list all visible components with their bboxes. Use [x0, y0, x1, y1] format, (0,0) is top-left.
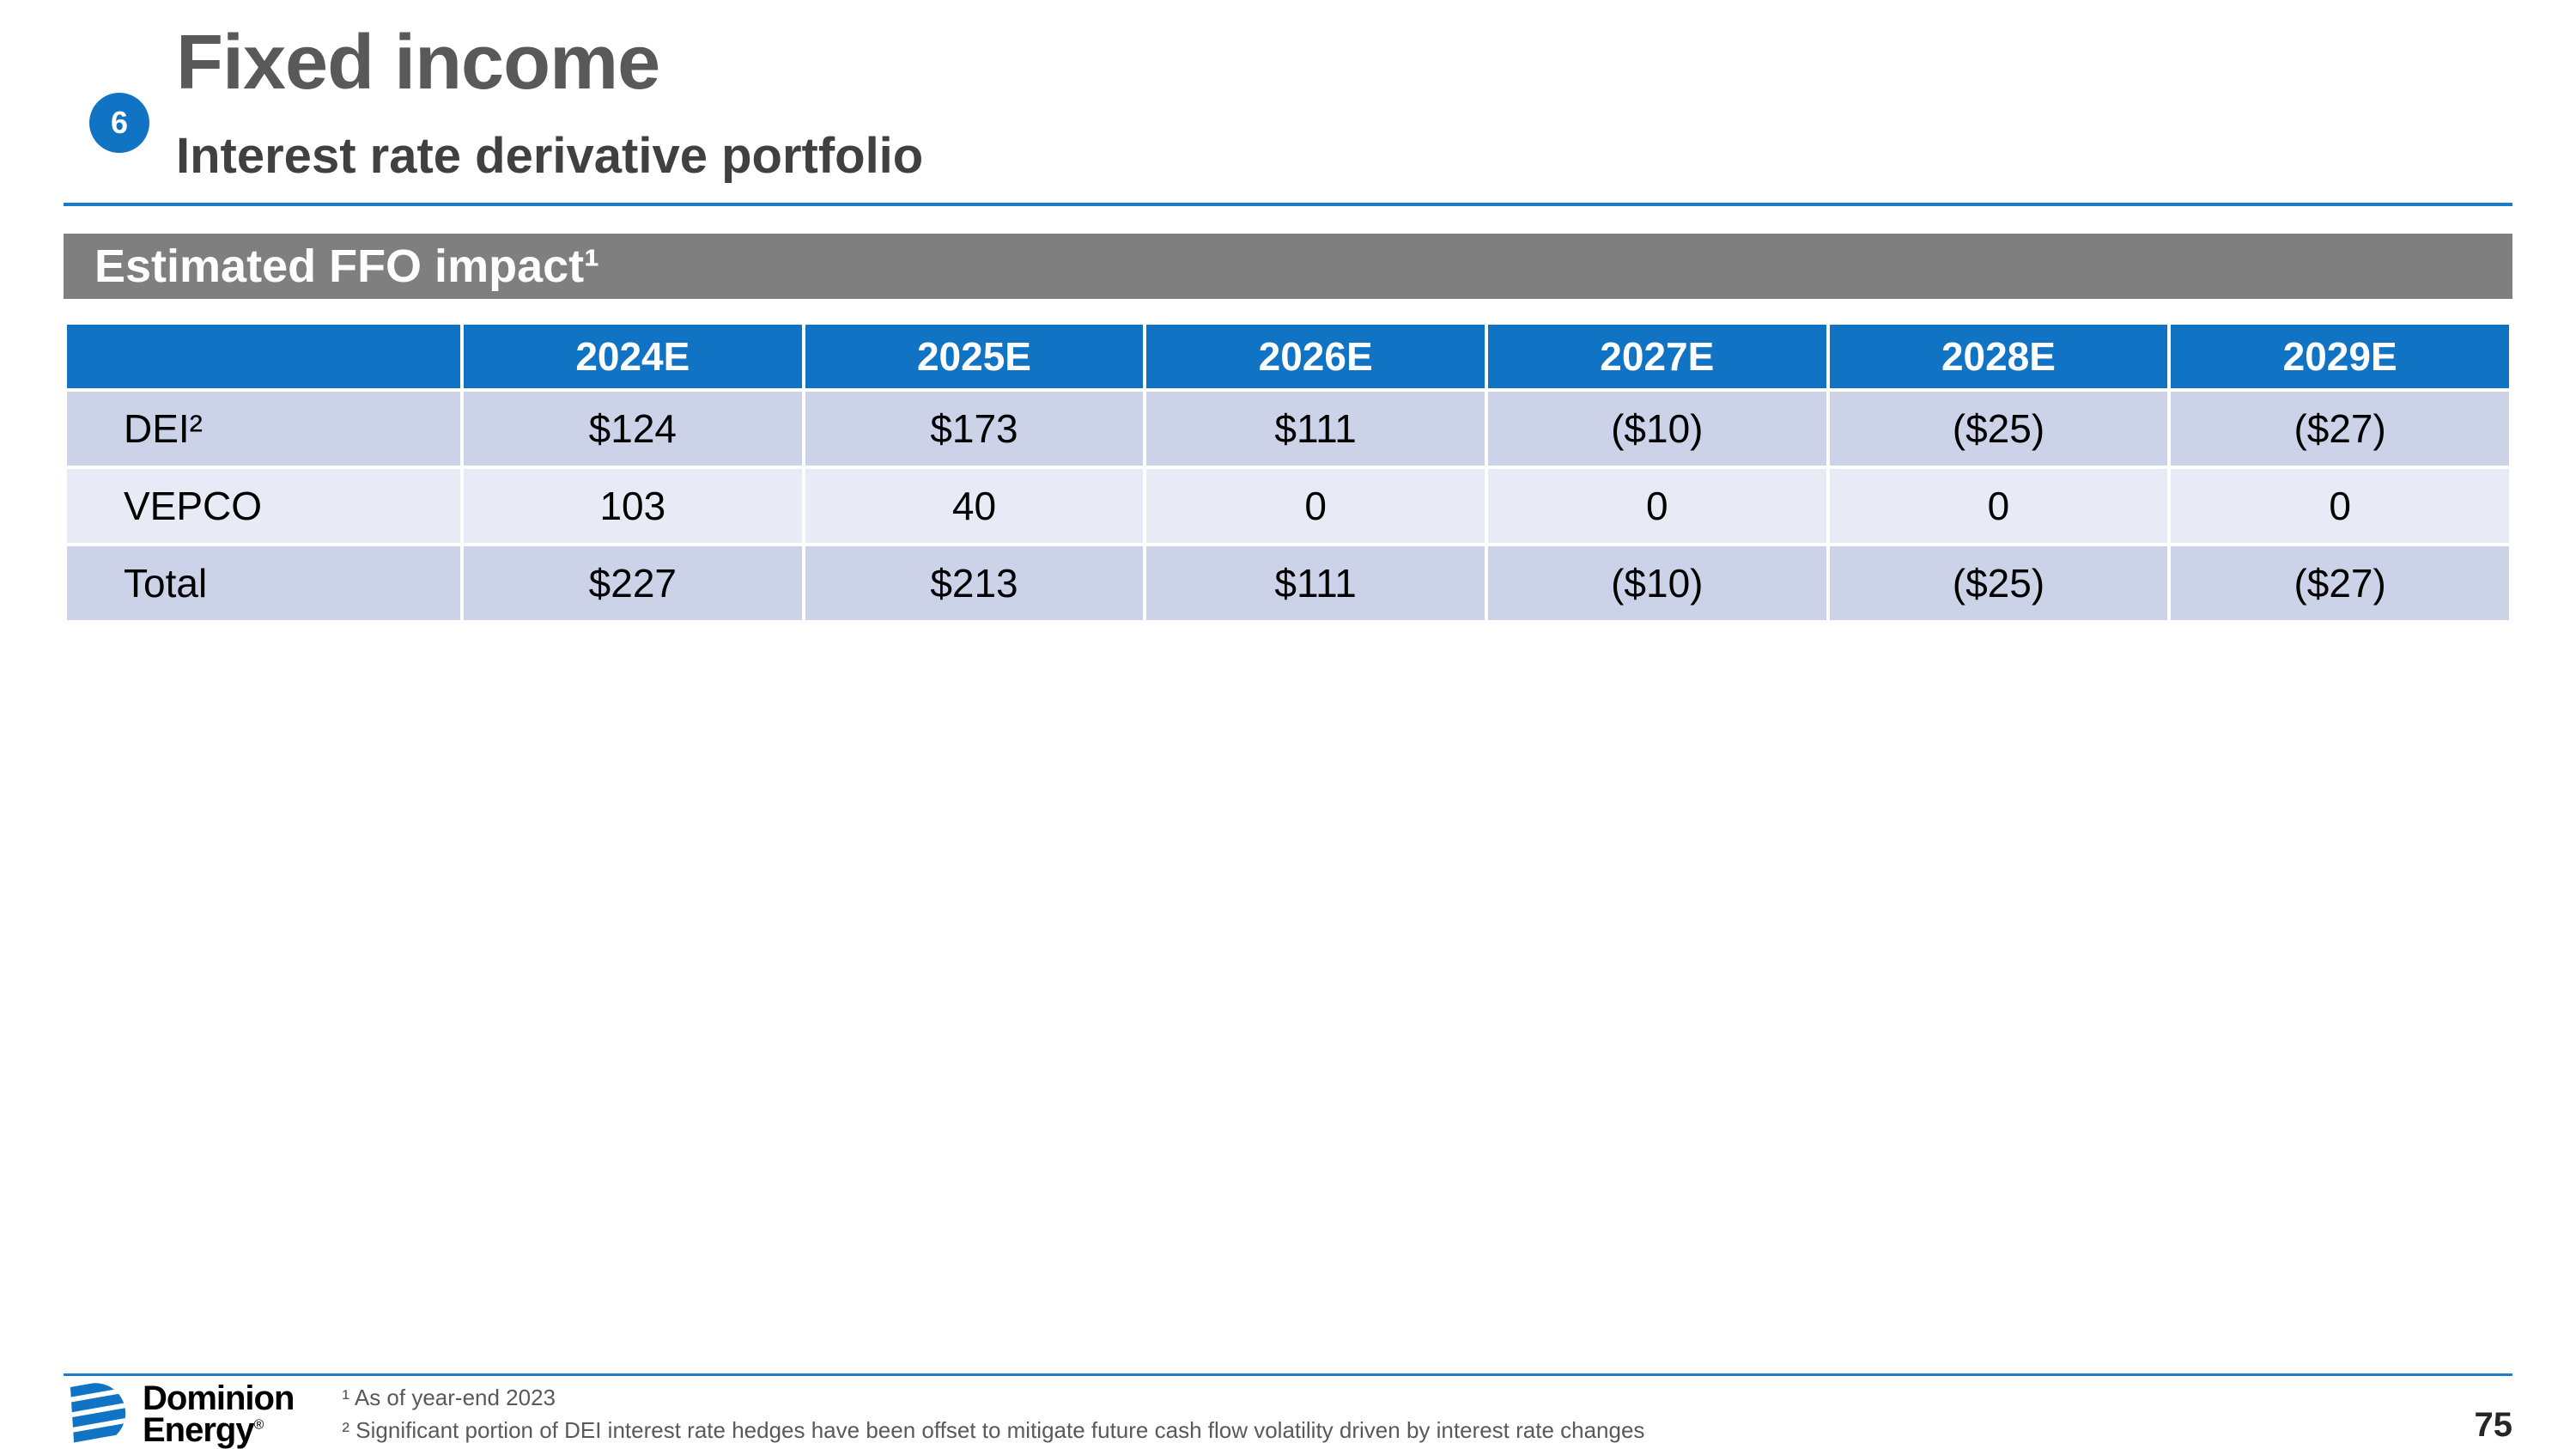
- column-header-2029e: 2029E: [2167, 321, 2512, 392]
- footnote-2: ² Significant portion of DEI interest ra…: [342, 1417, 1645, 1443]
- row-label: VEPCO: [64, 466, 464, 546]
- column-header-blank: [64, 321, 464, 392]
- logo-line2: Energy: [143, 1411, 255, 1449]
- page-title: Fixed income: [176, 20, 660, 106]
- table-cell: ($25): [1826, 388, 2172, 469]
- dominion-energy-logo-icon: [64, 1378, 131, 1449]
- table-cell: $213: [801, 543, 1147, 624]
- company-logo: Dominion Energy®: [64, 1378, 295, 1449]
- table-cell: ($10): [1484, 543, 1830, 624]
- table-row-total: Total $227 $213 $111 ($10) ($25) ($27): [64, 543, 2512, 624]
- table-cell: $111: [1143, 543, 1488, 624]
- table-cell: 0: [2167, 466, 2512, 546]
- table-cell: $227: [460, 543, 805, 624]
- table-cell: 0: [1143, 466, 1488, 546]
- table-cell: ($10): [1484, 388, 1830, 469]
- table-cell: $124: [460, 388, 805, 469]
- ffo-impact-table-container: 2024E 2025E 2026E 2027E 2028E 2029E DEI²…: [64, 321, 2512, 624]
- logo-line1: Dominion: [143, 1379, 295, 1418]
- row-label: DEI²: [64, 388, 464, 469]
- column-header-2026e: 2026E: [1143, 321, 1488, 392]
- table-cell: 0: [1484, 466, 1830, 546]
- section-header: Estimated FFO impact¹: [64, 234, 2512, 299]
- table-cell: 40: [801, 466, 1147, 546]
- registered-mark: ®: [253, 1417, 264, 1433]
- table-cell: 103: [460, 466, 805, 546]
- header-divider: [64, 203, 2512, 206]
- table-cell: ($27): [2167, 388, 2512, 469]
- footnotes: ¹ As of year-end 2023 ² Significant port…: [342, 1382, 1644, 1446]
- column-header-2025e: 2025E: [801, 321, 1147, 392]
- table-cell: $111: [1143, 388, 1488, 469]
- row-label: Total: [64, 543, 464, 624]
- slide-number-badge: 6: [89, 93, 149, 153]
- table-cell: ($27): [2167, 543, 2512, 624]
- table-cell: $173: [801, 388, 1147, 469]
- ffo-impact-table: 2024E 2025E 2026E 2027E 2028E 2029E DEI²…: [64, 321, 2512, 624]
- footnote-1: ¹ As of year-end 2023: [342, 1385, 556, 1411]
- column-header-2028e: 2028E: [1826, 321, 2172, 392]
- table-header-row: 2024E 2025E 2026E 2027E 2028E 2029E: [64, 321, 2512, 392]
- logo-wordmark: Dominion Energy®: [143, 1381, 295, 1449]
- table-row-dei: DEI² $124 $173 $111 ($10) ($25) ($27): [64, 388, 2512, 469]
- table-cell: 0: [1826, 466, 2172, 546]
- page-subtitle: Interest rate derivative portfolio: [176, 128, 924, 184]
- page-number: 75: [2474, 1406, 2513, 1444]
- footer: Dominion Energy® ¹ As of year-end 2023 ²…: [64, 1378, 2513, 1447]
- table-cell: ($25): [1826, 543, 2172, 624]
- column-header-2024e: 2024E: [460, 321, 805, 392]
- table-row-vepco: VEPCO 103 40 0 0 0 0: [64, 466, 2512, 546]
- column-header-2027e: 2027E: [1484, 321, 1830, 392]
- footer-divider: [64, 1373, 2512, 1376]
